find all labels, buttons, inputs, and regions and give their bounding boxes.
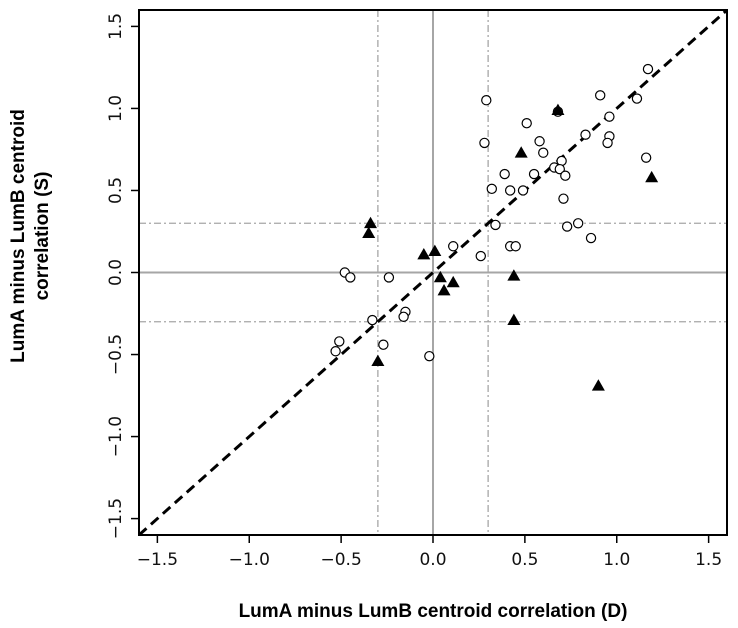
y-tick-label: −0.5	[106, 334, 126, 375]
data-point-triangle	[417, 247, 431, 260]
data-point-circle	[481, 95, 492, 106]
diagonal-reference-line	[138, 8, 728, 537]
filled-triangle-series	[362, 103, 659, 391]
data-point-circle	[604, 111, 615, 122]
data-point-circle	[383, 272, 395, 283]
y-tick-label: 0.5	[106, 177, 126, 204]
x-axis-title: LumA minus LumB centroid correlation (D)	[239, 601, 628, 622]
x-tick-label: 0.5	[511, 550, 538, 570]
data-point-circle	[558, 193, 569, 204]
x-tick-label: 1.5	[695, 550, 722, 570]
data-point-circle	[517, 185, 529, 196]
data-point-circle	[572, 218, 584, 229]
data-point-circle	[631, 93, 643, 104]
y-tick-label: 0.0	[106, 259, 126, 286]
y-tick-label: −1.5	[106, 498, 126, 539]
data-point-circle	[330, 346, 341, 357]
data-point-circle	[528, 168, 540, 180]
data-point-circle	[585, 232, 597, 244]
data-point-circle	[334, 336, 345, 347]
x-tick-label: −0.5	[320, 550, 361, 570]
reference-lines	[139, 10, 727, 535]
data-point-circle	[475, 250, 486, 262]
data-point-triangle	[514, 146, 528, 158]
data-point-triangle	[371, 354, 385, 366]
data-point-circle	[554, 163, 565, 175]
x-axis: −1.5 −1.0 −0.5 0.0 0.5 1.0 1.5	[137, 535, 722, 570]
x-tick-label: 0.0	[419, 550, 446, 570]
data-point-triangle	[364, 216, 378, 229]
data-point-triangle	[437, 284, 451, 296]
y-tick-label: 1.0	[106, 95, 126, 122]
data-point-circle	[510, 241, 521, 252]
open-circle-series	[330, 63, 654, 362]
data-point-circle	[490, 219, 501, 231]
data-point-triangle	[428, 244, 442, 257]
data-point-triangle	[507, 313, 521, 325]
data-point-circle	[378, 339, 389, 350]
y-axis: −1.5 −1.0 −0.5 0.0 0.5 1.0 1.5	[106, 13, 139, 539]
data-point-triangle	[507, 269, 521, 281]
data-point-circle	[504, 185, 516, 196]
data-point-circle	[538, 147, 549, 158]
data-point-circle	[642, 63, 654, 75]
data-point-circle	[367, 314, 378, 326]
data-point-circle	[521, 118, 532, 129]
data-point-triangle	[446, 275, 460, 288]
x-tick-label: −1.0	[229, 550, 270, 570]
data-point-circle	[499, 168, 510, 180]
data-point-circle	[398, 311, 409, 322]
data-point-circle	[486, 183, 497, 195]
data-point-circle	[448, 241, 459, 252]
diagonal-line	[138, 8, 728, 537]
data-point-circle	[560, 170, 571, 181]
data-point-circle	[595, 90, 606, 101]
data-point-circle	[602, 137, 613, 149]
data-point-triangle	[591, 379, 605, 391]
data-point-triangle	[433, 270, 447, 283]
data-point-circle	[424, 350, 435, 362]
y-tick-label: −1.0	[106, 416, 126, 457]
data-point-circle	[345, 272, 356, 283]
data-point-triangle	[362, 226, 376, 238]
x-tick-label: −1.5	[137, 550, 178, 570]
y-axis-title-line-1: LumA minus LumB centroid	[8, 109, 29, 363]
y-axis-title-line-2: correlation (S)	[32, 172, 53, 301]
data-point-triangle	[551, 103, 565, 115]
data-point-circle	[479, 137, 490, 149]
x-tick-label: 1.0	[603, 550, 630, 570]
data-point-circle	[561, 221, 573, 232]
data-point-triangle	[645, 170, 659, 183]
data-point-circle	[534, 136, 545, 147]
y-tick-label: 1.5	[106, 13, 126, 40]
data-point-circle	[640, 152, 652, 163]
data-point-circle	[580, 129, 591, 140]
